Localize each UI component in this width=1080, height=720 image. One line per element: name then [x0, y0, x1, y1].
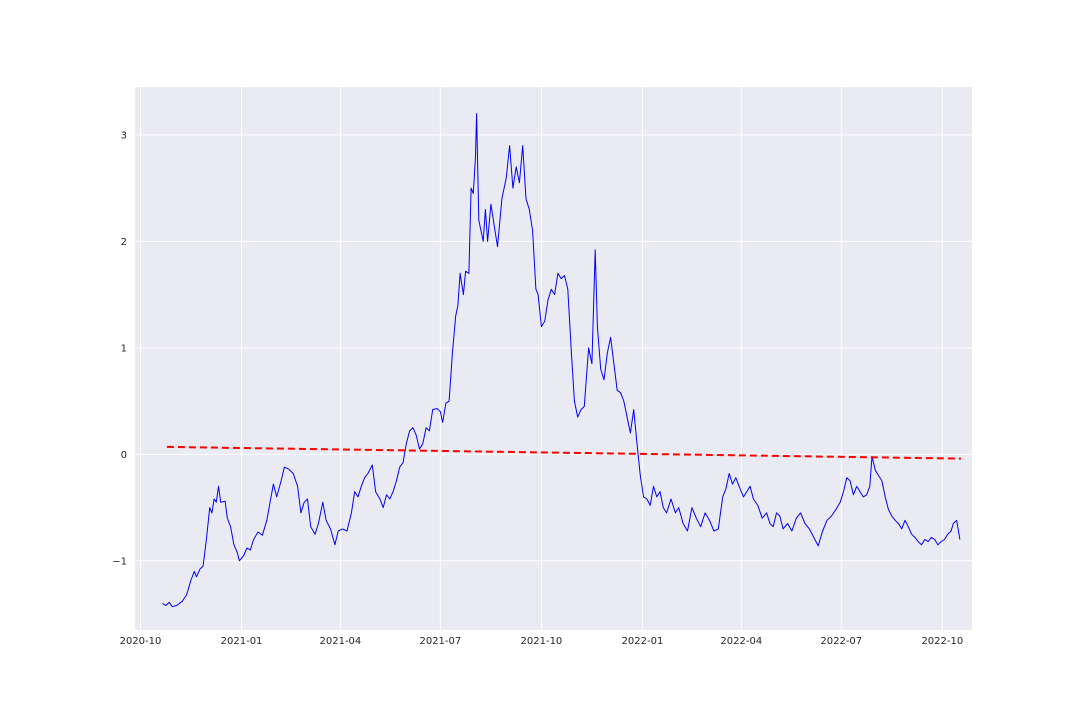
plot-area	[135, 87, 972, 630]
trend-line	[166, 445, 962, 460]
series	[162, 113, 962, 608]
x-tick-label: 2022-07	[820, 636, 862, 647]
x-tick-label: 2022-10	[921, 636, 963, 647]
tick-labels: 2020-10 2021-01 2021-04 2021-07 2021-10 2022-…	[112, 130, 963, 647]
y-tick-label: 1	[121, 343, 127, 354]
y-tick-label: 2	[121, 237, 127, 248]
x-tick-label: 2022-04	[720, 636, 762, 647]
x-tick-label: 2021-10	[521, 636, 563, 647]
data-line	[162, 113, 961, 608]
x-tick-label: 2021-04	[320, 636, 362, 647]
y-tick-label: 0	[121, 450, 127, 461]
y-tick-label: −1	[112, 556, 127, 567]
x-tick-label: 2021-01	[221, 636, 263, 647]
x-tick-label: 2021-07	[419, 636, 461, 647]
y-tick-label: 3	[121, 130, 127, 141]
x-tick-label: 2022-01	[622, 636, 664, 647]
grid	[135, 87, 972, 630]
x-tick-label: 2020-10	[120, 636, 162, 647]
